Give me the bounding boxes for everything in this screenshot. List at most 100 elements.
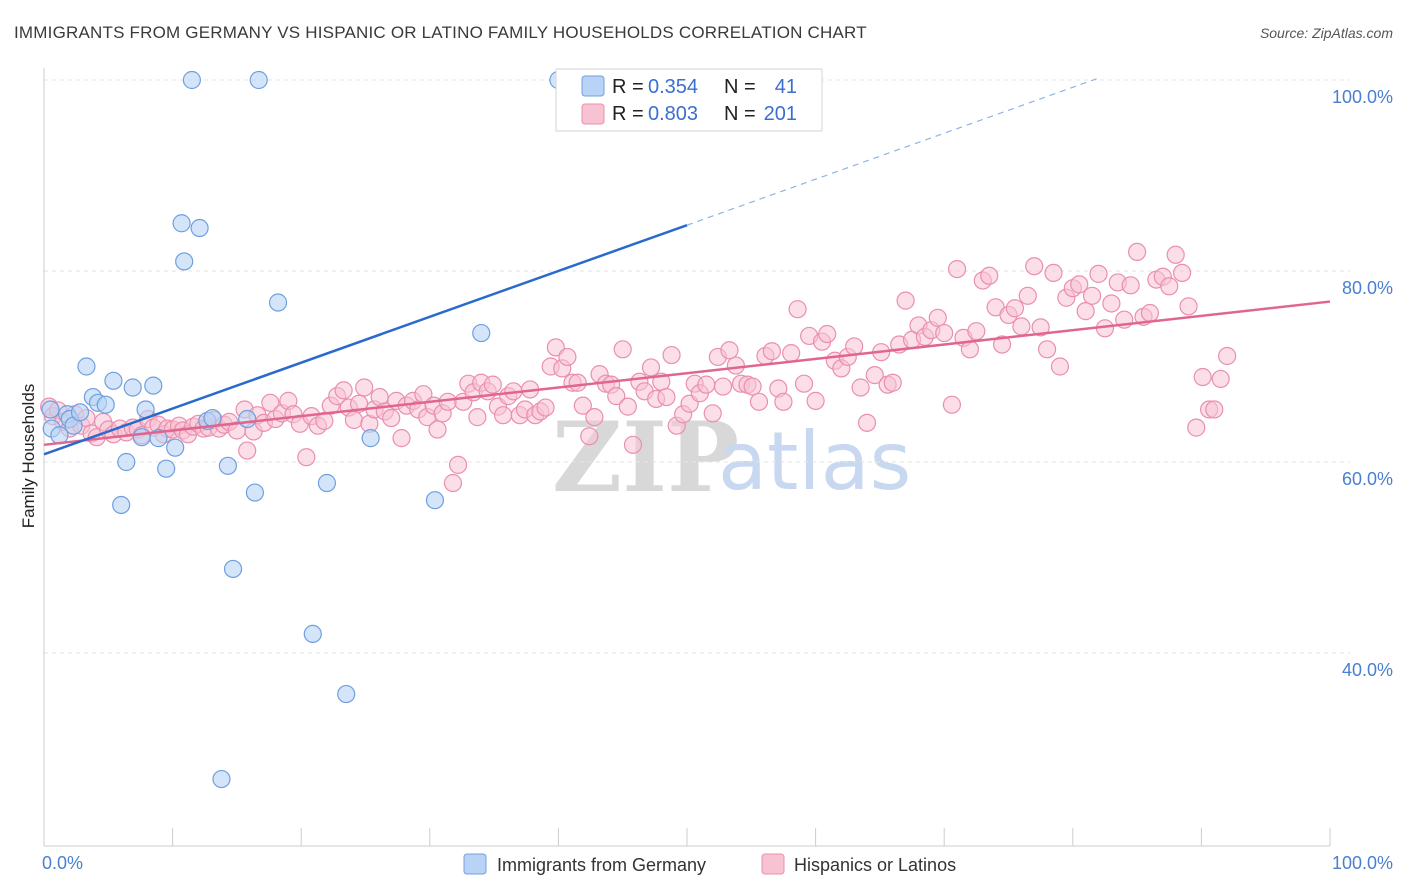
legend-n-label-hispanics: N =	[724, 103, 756, 125]
point-hispanics-164	[967, 322, 986, 341]
x-ticks	[43, 828, 1331, 846]
point-hispanics-151	[883, 373, 902, 392]
point-germany-20	[166, 438, 185, 457]
point-hispanics-183	[1089, 264, 1108, 283]
point-germany-23	[182, 70, 201, 90]
point-germany-24	[190, 218, 209, 238]
point-germany-38	[425, 491, 445, 510]
trend-line-germany-extension	[686, 77, 1099, 226]
series-germany-points	[41, 70, 568, 789]
point-hispanics-199	[1193, 367, 1212, 387]
source-label: Source: ZipAtlas.com	[1260, 25, 1393, 41]
point-hispanics-57	[355, 378, 374, 397]
chart-title: IMMIGRANTS FROM GERMANY VS HISPANIC OR L…	[14, 23, 867, 42]
point-hispanics-159	[935, 323, 954, 343]
point-hispanics-194	[1160, 277, 1179, 296]
point-germany-39	[472, 323, 491, 343]
legend-stats: R = 0.354 N = 41 R = 0.803 N = 201	[555, 68, 823, 132]
point-hispanics-174	[1031, 318, 1050, 337]
point-hispanics-73	[438, 392, 457, 411]
point-germany-26	[203, 408, 222, 428]
point-hispanics-122	[703, 404, 722, 423]
point-germany-0	[41, 400, 60, 419]
point-hispanics-196	[1173, 263, 1192, 283]
point-hispanics-105	[607, 387, 626, 406]
point-hispanics-84	[494, 406, 513, 425]
legend-bottom-swatch-germany	[463, 853, 487, 875]
point-hispanics-160	[942, 395, 962, 414]
point-hispanics-177	[1050, 357, 1070, 376]
point-hispanics-107	[618, 397, 637, 416]
y-tick-label-60: 60.0%	[1342, 469, 1393, 489]
point-germany-11	[104, 371, 123, 390]
point-hispanics-98	[568, 373, 587, 392]
point-hispanics-96	[558, 347, 577, 367]
point-hispanics-189	[1127, 242, 1147, 261]
point-hispanics-148	[865, 365, 884, 385]
point-hispanics-173	[1025, 257, 1044, 276]
point-hispanics-37	[238, 441, 257, 460]
point-germany-6	[70, 403, 90, 422]
point-hispanics-74	[443, 473, 463, 493]
point-hispanics-129	[743, 377, 762, 396]
point-hispanics-100	[580, 427, 599, 446]
trend-lines	[43, 77, 1331, 456]
y-tick-labels: 40.0% 60.0% 80.0% 100.0%	[1332, 87, 1393, 680]
point-germany-14	[123, 378, 142, 397]
legend-n-label-germany: N =	[724, 76, 756, 98]
legend-n-value-hispanics: 201	[764, 103, 797, 125]
point-hispanics-139	[806, 391, 825, 410]
point-hispanics-125	[720, 341, 739, 360]
point-germany-15	[132, 428, 151, 447]
point-hispanics-136	[788, 300, 807, 319]
point-hispanics-166	[980, 266, 999, 285]
legend-bottom-swatch-hispanics	[761, 853, 785, 875]
legend-bottom-label-hispanics: Hispanics or Latinos	[794, 855, 956, 875]
point-hispanics-180	[1070, 275, 1089, 294]
point-hispanics-114	[657, 387, 676, 407]
point-hispanics-55	[344, 410, 364, 430]
point-hispanics-203	[1218, 346, 1237, 366]
point-germany-19	[157, 459, 176, 478]
point-germany-32	[249, 70, 268, 90]
point-hispanics-47	[297, 448, 316, 467]
legend-series: Immigrants from Germany Hispanics or Lat…	[463, 853, 956, 875]
legend-bottom-label-germany: Immigrants from Germany	[497, 855, 706, 875]
point-hispanics-161	[947, 259, 967, 279]
point-hispanics-106	[613, 340, 632, 359]
point-hispanics-41	[261, 393, 280, 412]
point-germany-36	[337, 684, 356, 704]
point-hispanics-197	[1179, 297, 1198, 316]
legend-n-value-germany: 41	[775, 76, 797, 98]
point-hispanics-75	[448, 455, 468, 474]
point-hispanics-71	[428, 420, 447, 439]
legend-swatch-hispanics	[581, 103, 605, 125]
point-hispanics-101	[585, 408, 604, 427]
point-hispanics-158	[928, 308, 947, 327]
point-hispanics-147	[857, 413, 877, 432]
point-germany-18	[149, 429, 168, 448]
point-hispanics-176	[1044, 263, 1063, 283]
point-hispanics-182	[1082, 286, 1102, 305]
point-hispanics-185	[1102, 294, 1121, 313]
point-germany-27	[212, 769, 231, 789]
point-hispanics-115	[662, 345, 681, 365]
point-germany-33	[268, 293, 288, 312]
point-hispanics-135	[782, 344, 801, 363]
point-germany-28	[218, 456, 237, 475]
point-germany-30	[238, 409, 257, 429]
point-germany-12	[112, 495, 131, 515]
point-hispanics-195	[1166, 245, 1185, 264]
point-germany-37	[361, 429, 380, 448]
point-hispanics-170	[1005, 299, 1025, 318]
legend-r-label-germany: R =	[612, 76, 644, 98]
point-hispanics-198	[1187, 418, 1206, 437]
point-hispanics-201	[1205, 400, 1224, 419]
legend-swatch-germany	[581, 75, 605, 97]
x-tick-label-max: 100.0%	[1332, 853, 1393, 873]
legend-r-label-hispanics: R =	[612, 103, 644, 125]
point-germany-13	[117, 452, 136, 472]
point-hispanics-130	[749, 392, 769, 411]
legend-r-value-hispanics: 0.803	[648, 103, 698, 125]
